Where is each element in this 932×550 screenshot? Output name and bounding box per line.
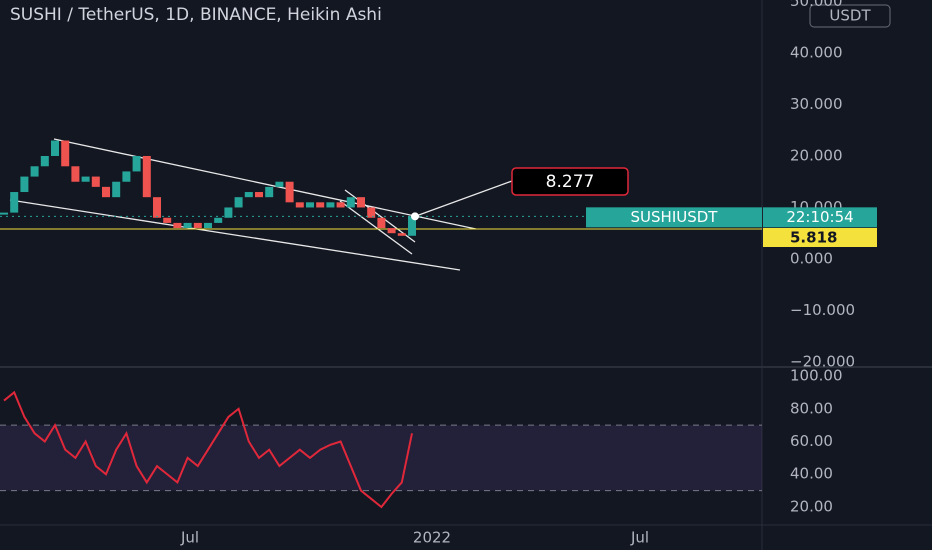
candle	[112, 181, 121, 198]
callout-dot	[411, 212, 419, 221]
candle	[102, 186, 110, 198]
candle	[285, 181, 294, 203]
chart-title: SUSHI / TetherUS, 1D, BINANCE, Heikin As…	[10, 5, 382, 25]
candle	[20, 176, 29, 193]
candle	[214, 217, 223, 223]
candle	[367, 207, 376, 218]
candle	[234, 197, 243, 208]
candle	[122, 171, 131, 182]
y-tick-label: 100.00	[790, 367, 843, 385]
candle	[10, 192, 19, 213]
callout-line	[414, 180, 513, 217]
candle	[71, 166, 80, 182]
countdown-bg	[763, 207, 877, 228]
candle	[173, 222, 182, 229]
y-tick-label: −10.000	[790, 301, 855, 319]
candle	[183, 222, 192, 229]
y-tick-label: 50.000	[790, 0, 843, 10]
candle	[275, 181, 284, 187]
candle	[377, 217, 386, 229]
candle	[51, 140, 59, 156]
candle	[81, 176, 90, 182]
candle	[40, 155, 49, 167]
candle	[306, 202, 314, 208]
candle	[408, 216, 416, 236]
candle	[163, 217, 172, 223]
candle	[265, 186, 274, 198]
y-tick-label: 20.000	[790, 146, 843, 164]
y-tick-label: 60.00	[790, 432, 833, 450]
candle	[142, 155, 151, 198]
symbol-bg	[586, 207, 762, 228]
trend-line	[9, 199, 461, 271]
candle	[326, 202, 335, 208]
currency-box[interactable]	[809, 4, 891, 28]
y-tick-label: 40.000	[790, 44, 843, 62]
countdown: 22:10:54	[786, 208, 853, 226]
callout-box	[511, 167, 629, 196]
callout-label: 8.277	[546, 172, 595, 192]
rsi-line	[3, 390, 413, 509]
candle	[387, 228, 396, 234]
level-label-bg	[763, 227, 877, 247]
y-tick-label: 80.00	[790, 399, 833, 417]
y-tick-label: −20.000	[790, 352, 855, 370]
candle	[244, 192, 253, 198]
candle	[204, 222, 212, 229]
trend-line	[339, 200, 413, 255]
candle	[153, 197, 161, 218]
candle	[357, 197, 365, 208]
x-tick-label: 2022	[413, 529, 451, 547]
candle	[91, 176, 100, 187]
candle	[30, 166, 39, 177]
y-tick-label: 30.000	[790, 95, 843, 113]
y-tick-label: 20.00	[790, 497, 833, 515]
candle	[193, 222, 202, 229]
level-label: 5.818	[790, 228, 837, 246]
candle	[397, 233, 406, 236]
candle	[255, 192, 263, 198]
candle	[346, 197, 355, 208]
currency[interactable]: USDT	[829, 7, 871, 25]
trend-line	[53, 138, 477, 230]
x-tick-label: Jul	[180, 529, 199, 547]
rsi-band	[0, 425, 762, 491]
candle	[295, 202, 304, 208]
symbol: SUSHIUSDT	[631, 208, 719, 226]
y-tick-label: 40.00	[790, 465, 833, 483]
candle	[336, 202, 345, 208]
candle	[0, 212, 8, 215]
x-tick-label: Jul	[630, 529, 649, 547]
candle	[224, 207, 233, 218]
candle	[132, 155, 141, 172]
y-tick-label: 0.000	[790, 249, 833, 267]
candle	[61, 140, 70, 167]
candle	[316, 202, 325, 208]
